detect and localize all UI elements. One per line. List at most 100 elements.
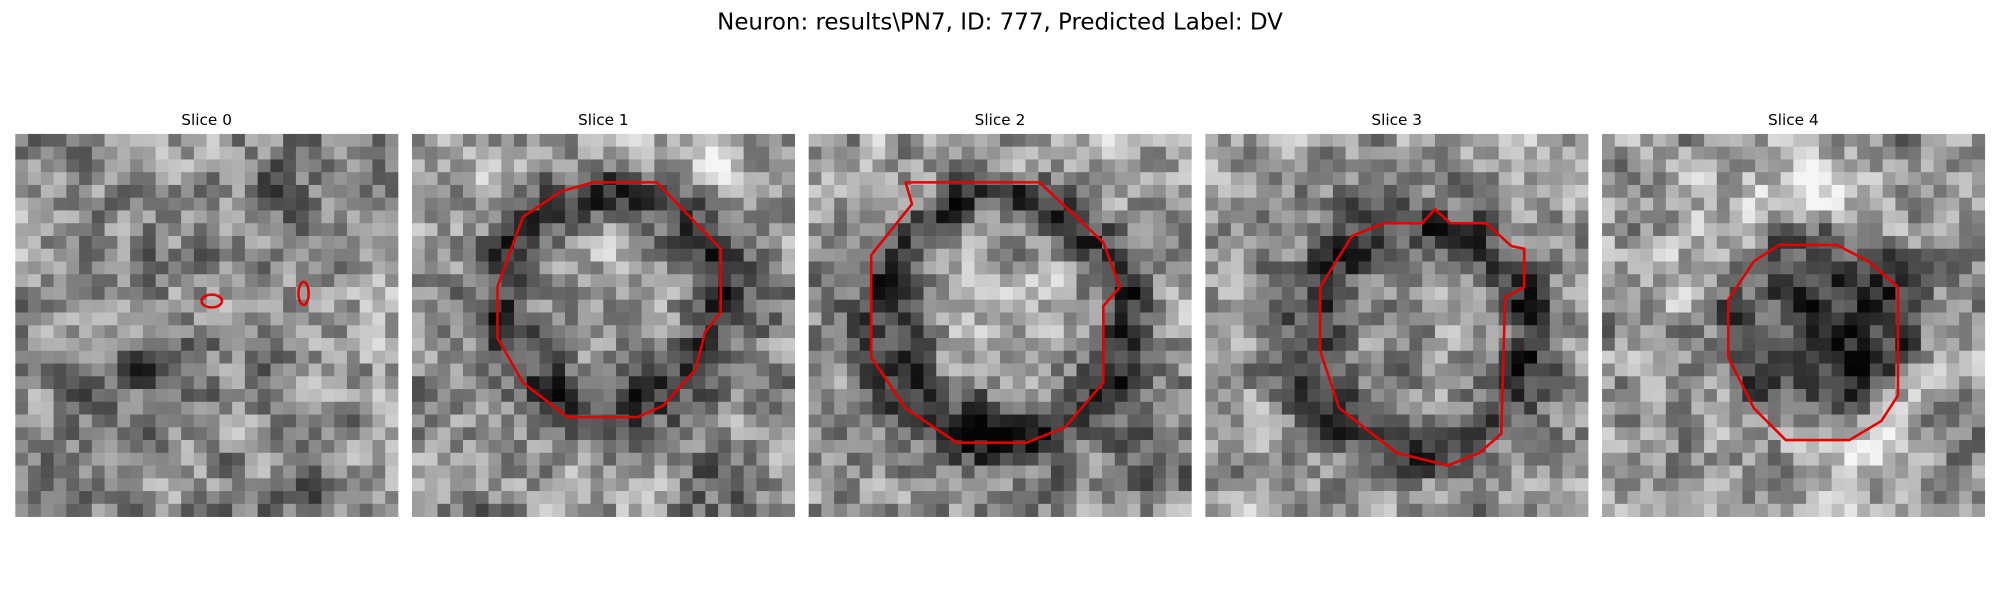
pixel [385, 286, 399, 301]
pixel [450, 452, 464, 466]
pixel [692, 223, 706, 237]
pixel [1831, 465, 1845, 479]
pixel [1908, 172, 1922, 186]
pixel [577, 440, 591, 454]
pixel [321, 299, 335, 313]
pixel [1806, 427, 1820, 441]
pixel [1704, 286, 1718, 301]
pixel [1882, 210, 1896, 224]
pixel [1256, 491, 1270, 505]
pixel [910, 440, 924, 454]
pixel [1755, 261, 1769, 275]
pixel [104, 248, 118, 262]
pixel [616, 452, 630, 466]
pixel [1665, 414, 1679, 428]
pixel [679, 133, 693, 148]
pixel [1243, 235, 1257, 250]
pixel [1345, 401, 1359, 415]
pixel [692, 503, 706, 517]
pixel [1549, 197, 1563, 211]
pixel [718, 159, 732, 173]
pixel [1844, 133, 1858, 148]
pixel [437, 503, 451, 517]
pixel [1178, 299, 1192, 313]
pixel [411, 286, 426, 301]
pixel [1562, 401, 1576, 415]
pixel [1205, 478, 1219, 492]
pixel [603, 478, 617, 492]
pixel [628, 376, 642, 390]
pixel [1345, 465, 1359, 479]
pixel [155, 414, 169, 428]
pixel [1383, 261, 1398, 275]
pixel [1498, 389, 1512, 403]
pixel [1076, 389, 1090, 403]
pixel [321, 414, 335, 428]
pixel [743, 286, 757, 301]
pixel [910, 248, 924, 262]
pixel [1742, 312, 1756, 326]
pixel [1920, 427, 1935, 441]
pixel [628, 223, 642, 237]
pixel [1971, 440, 1986, 454]
pixel [1755, 389, 1769, 403]
pixel [346, 414, 361, 428]
pixel [808, 389, 822, 403]
pixel [1396, 248, 1410, 262]
pixel [385, 184, 399, 199]
pixel [1524, 389, 1538, 403]
pixel [1614, 350, 1628, 364]
pixel [193, 184, 208, 199]
pixel [501, 197, 515, 211]
pixel [1447, 427, 1461, 441]
pixel [1844, 286, 1858, 301]
pixel [577, 491, 591, 505]
pixel [1653, 261, 1667, 275]
pixel [1780, 401, 1794, 415]
pixel [846, 503, 861, 517]
pixel [923, 427, 937, 441]
pixel [28, 274, 42, 288]
pixel [577, 286, 591, 301]
pixel [1294, 389, 1308, 403]
pixel [641, 389, 655, 403]
pixel [1076, 363, 1090, 377]
pixel [1536, 286, 1551, 301]
pixel [692, 184, 706, 199]
pixel [1971, 146, 1986, 160]
pixel [1038, 184, 1052, 199]
pixel [91, 197, 105, 211]
pixel [424, 452, 438, 466]
pixel [130, 235, 144, 250]
pixel [1294, 261, 1308, 275]
pixel [1294, 401, 1308, 415]
pixel [1780, 478, 1794, 492]
pixel [1575, 478, 1589, 492]
pixel [923, 401, 937, 415]
pixel [1140, 376, 1154, 390]
pixel [411, 235, 426, 250]
pixel [1844, 414, 1858, 428]
pixel [1218, 146, 1232, 160]
pixel [961, 338, 975, 352]
pixel [1704, 133, 1718, 148]
pixel [270, 210, 284, 224]
pixel [974, 503, 988, 517]
pixel [79, 299, 93, 313]
pixel [565, 248, 579, 262]
pixel [1409, 286, 1423, 301]
pixel [155, 286, 169, 301]
pixel [1434, 248, 1449, 262]
pixel [885, 350, 899, 364]
pixel [948, 503, 963, 517]
pixel [641, 274, 655, 288]
pixel [1371, 197, 1385, 211]
pixel [1218, 478, 1232, 492]
pixel [1307, 478, 1321, 492]
pixel [142, 363, 156, 377]
pixel [1434, 465, 1449, 479]
pixel [1704, 465, 1718, 479]
pixel [1371, 478, 1385, 492]
pixel [1602, 133, 1616, 148]
pixel [526, 491, 540, 505]
